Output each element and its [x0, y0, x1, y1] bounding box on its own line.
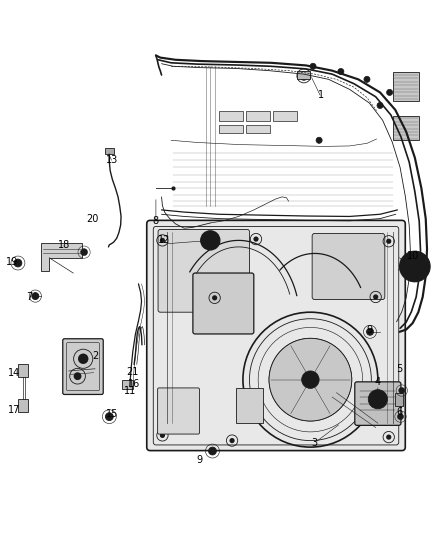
Circle shape: [409, 261, 420, 272]
Bar: [246, 125, 270, 133]
Text: 21: 21: [126, 367, 138, 377]
Circle shape: [201, 231, 220, 250]
Text: 9: 9: [196, 455, 202, 465]
Circle shape: [338, 68, 344, 75]
Circle shape: [160, 238, 165, 243]
Bar: [246, 111, 270, 120]
Text: 5: 5: [396, 364, 403, 374]
Bar: [122, 379, 133, 389]
Circle shape: [74, 372, 81, 380]
Circle shape: [253, 237, 258, 241]
Text: 7: 7: [27, 292, 33, 302]
Bar: [219, 125, 243, 133]
Text: 11: 11: [124, 385, 136, 395]
FancyBboxPatch shape: [63, 339, 103, 394]
Bar: [297, 71, 311, 79]
Bar: [273, 111, 297, 120]
Bar: [395, 393, 403, 406]
Circle shape: [386, 434, 391, 440]
Text: 14: 14: [8, 368, 21, 378]
Circle shape: [404, 256, 426, 277]
Circle shape: [397, 414, 403, 419]
Bar: [18, 365, 28, 377]
Text: 9: 9: [366, 325, 372, 335]
Text: 3: 3: [312, 438, 318, 448]
Text: 2: 2: [92, 351, 98, 361]
Circle shape: [368, 390, 388, 409]
Circle shape: [310, 63, 316, 69]
FancyBboxPatch shape: [158, 388, 199, 434]
Bar: [18, 399, 28, 413]
Circle shape: [208, 447, 216, 455]
FancyBboxPatch shape: [158, 230, 250, 312]
Circle shape: [205, 235, 215, 246]
Text: 19: 19: [6, 257, 18, 267]
Circle shape: [81, 249, 88, 256]
Circle shape: [386, 239, 391, 244]
FancyBboxPatch shape: [193, 273, 254, 334]
Bar: [105, 148, 114, 154]
Text: 13: 13: [106, 155, 119, 165]
Text: 15: 15: [106, 409, 119, 419]
Bar: [237, 389, 262, 423]
Circle shape: [399, 251, 430, 282]
Circle shape: [106, 413, 113, 421]
Circle shape: [399, 387, 405, 393]
Circle shape: [377, 102, 383, 109]
Text: 8: 8: [153, 216, 159, 226]
FancyBboxPatch shape: [312, 233, 385, 300]
Polygon shape: [41, 243, 82, 271]
Text: 10: 10: [406, 251, 419, 261]
Circle shape: [367, 328, 374, 335]
Circle shape: [373, 294, 378, 300]
Circle shape: [14, 259, 22, 267]
FancyBboxPatch shape: [393, 71, 419, 101]
Circle shape: [78, 353, 88, 364]
Text: 6: 6: [396, 407, 403, 417]
Circle shape: [160, 433, 165, 438]
Text: 12: 12: [159, 236, 171, 245]
Circle shape: [32, 293, 39, 300]
Text: 18: 18: [58, 240, 71, 250]
Circle shape: [364, 76, 370, 83]
Circle shape: [373, 394, 383, 405]
Circle shape: [230, 438, 235, 443]
FancyBboxPatch shape: [147, 220, 405, 450]
Circle shape: [300, 71, 308, 80]
Text: 4: 4: [375, 377, 381, 387]
Circle shape: [387, 90, 392, 95]
Text: 1: 1: [318, 90, 325, 100]
Circle shape: [316, 137, 322, 143]
Circle shape: [212, 295, 217, 301]
Circle shape: [302, 371, 319, 389]
FancyBboxPatch shape: [355, 382, 401, 425]
Text: 20: 20: [87, 214, 99, 224]
FancyBboxPatch shape: [393, 116, 419, 140]
Text: 16: 16: [128, 379, 140, 389]
Bar: [219, 111, 243, 120]
Circle shape: [269, 338, 352, 421]
Text: 17: 17: [8, 405, 21, 415]
